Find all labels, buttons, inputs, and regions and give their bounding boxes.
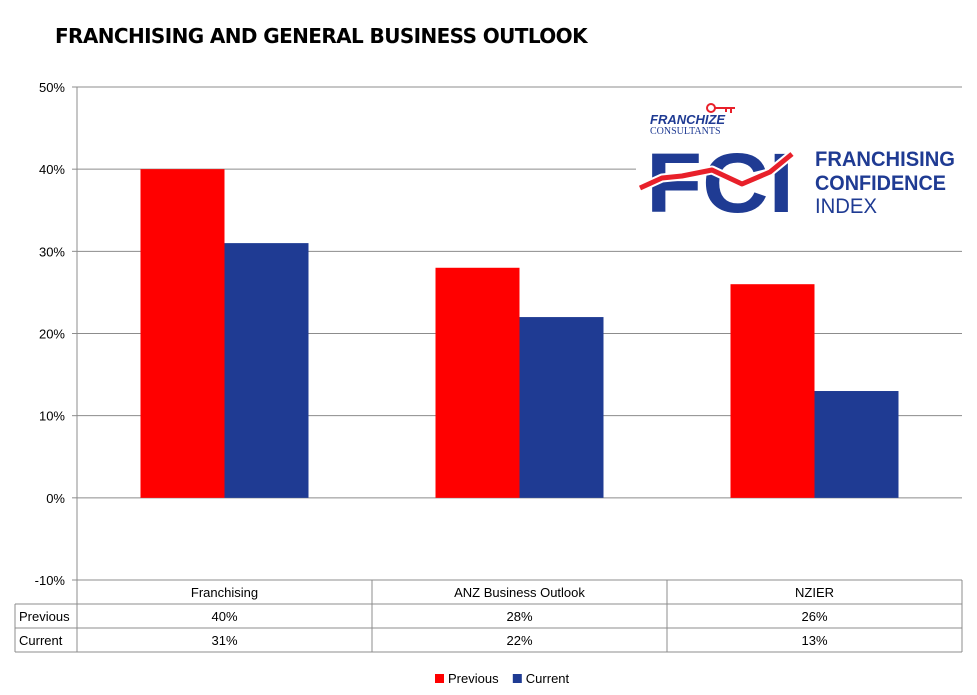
bar-previous-3 <box>730 284 815 498</box>
legend-swatch <box>435 674 444 683</box>
logo-line1: FRANCHISING <box>815 148 955 171</box>
legend-label: Previous <box>448 671 499 686</box>
key-icon <box>706 103 735 113</box>
bar-previous-2 <box>435 267 520 498</box>
bar-previous-1 <box>140 169 225 498</box>
chart-title: FRANCHISING AND GENERAL BUSINESS OUTLOOK <box>55 24 588 48</box>
y-tick-label: 0% <box>46 491 65 506</box>
category-label: Franchising <box>191 585 258 600</box>
y-tick-label: 50% <box>39 80 65 95</box>
category-label: NZIER <box>795 585 834 600</box>
table-cell: 40% <box>211 609 237 624</box>
table-cell: 22% <box>506 633 532 648</box>
y-tick-label: 40% <box>39 162 65 177</box>
y-tick-label: 30% <box>39 244 65 259</box>
table-cell: 26% <box>801 609 827 624</box>
table-cell: 31% <box>211 633 237 648</box>
y-tick-label: -10% <box>35 573 66 588</box>
logo-trend-line <box>638 152 794 191</box>
logo-background <box>636 98 962 228</box>
logo-line2: CONFIDENCE <box>815 172 946 195</box>
bar-current-1 <box>224 243 309 498</box>
logo-acronym: FCI <box>646 136 794 230</box>
category-label: ANZ Business Outlook <box>454 585 585 600</box>
table-row-label: Previous <box>19 609 70 624</box>
y-axis-ticks: 50% 40% 30% 20% 10% 0% -10% <box>35 80 78 588</box>
logo-brand-bottom: CONSULTANTS <box>650 126 721 137</box>
y-tick-label: 10% <box>39 409 65 424</box>
legend-label: Current <box>526 671 570 686</box>
y-tick-label: 20% <box>39 327 65 342</box>
table-cell: 28% <box>506 609 532 624</box>
bar-current-3 <box>814 391 899 498</box>
fci-logo: FRANCHIZE CONSULTANTS FCI FRANCHISING CO… <box>636 98 962 230</box>
logo-line3: INDEX <box>815 195 877 218</box>
logo-brand-top: FRANCHIZE <box>650 112 725 127</box>
table-cell: 13% <box>801 633 827 648</box>
data-table: Franchising ANZ Business Outlook NZIER Prev… <box>14 579 963 653</box>
bar-current-2 <box>519 317 604 498</box>
bars <box>140 169 899 498</box>
table-row-label: Current <box>19 633 63 648</box>
legend-swatch <box>512 674 522 683</box>
legend: Previous Current <box>435 671 570 686</box>
